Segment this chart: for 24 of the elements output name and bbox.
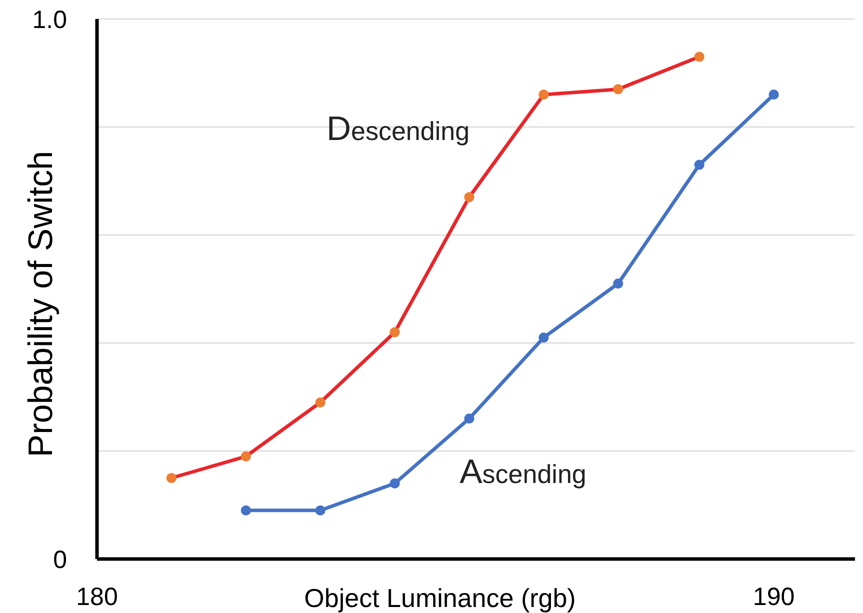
point — [538, 90, 549, 100]
x-tick-label: 190 — [752, 582, 795, 611]
point — [240, 505, 251, 516]
point — [464, 414, 474, 424]
point — [538, 332, 549, 343]
y-axis-title: Probability of Switch — [22, 150, 60, 458]
point — [315, 397, 326, 408]
point — [166, 472, 176, 484]
point — [390, 327, 400, 338]
point — [694, 52, 704, 62]
y-tick-label: 0 — [53, 546, 67, 574]
point — [390, 478, 400, 488]
point — [613, 84, 624, 94]
point — [464, 192, 474, 202]
point — [768, 90, 779, 100]
point — [694, 160, 704, 170]
point — [315, 505, 326, 516]
x-tick-label: 180 — [76, 582, 118, 611]
series-label: Descending — [326, 110, 470, 148]
series-label: Ascending — [460, 453, 586, 491]
x-axis-title: Object Luminance (rgb) — [304, 583, 576, 613]
point — [240, 451, 251, 462]
y-tick-label: 1.0 — [32, 6, 67, 34]
point — [613, 278, 624, 289]
